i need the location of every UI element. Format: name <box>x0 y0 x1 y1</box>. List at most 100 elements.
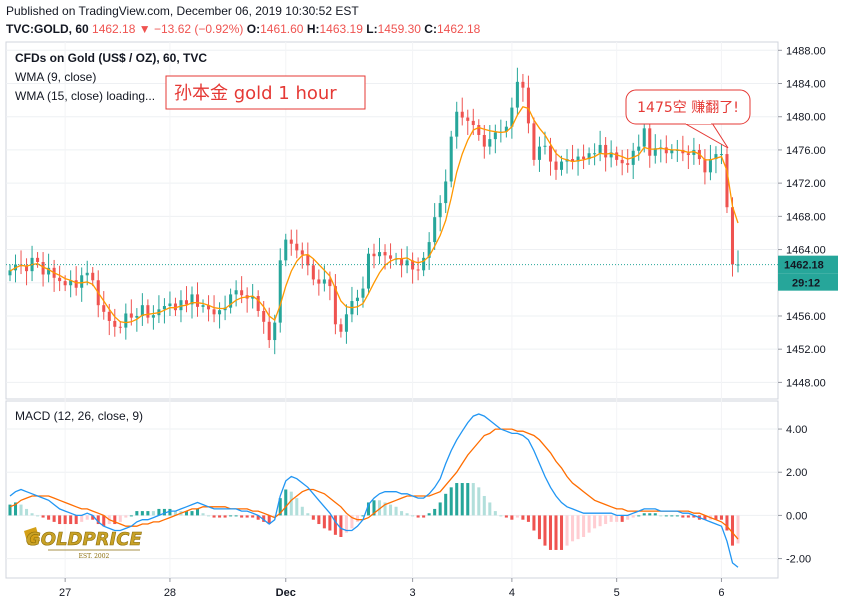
histogram-bar <box>223 515 227 518</box>
histogram-bar <box>427 513 431 516</box>
histogram-bar <box>135 511 139 516</box>
histogram-bar <box>460 483 464 516</box>
candle-body <box>240 290 244 296</box>
histogram-bar <box>157 508 161 516</box>
candle-body <box>405 260 409 266</box>
logo-text: GOLDPRICE <box>26 529 142 550</box>
histogram-bar <box>168 508 172 516</box>
histogram-bar <box>96 515 100 525</box>
histogram-bar <box>229 515 233 517</box>
histogram-bar <box>455 483 459 516</box>
histogram-bar <box>190 511 194 516</box>
candle-body <box>333 286 337 325</box>
histogram-bar <box>311 515 315 520</box>
histogram-bar <box>587 515 591 533</box>
price-tick-label: 1484.00 <box>786 79 826 91</box>
histogram-bar <box>659 515 663 517</box>
histogram-bar <box>8 504 12 516</box>
change-value: −13.62 (−0.92%) <box>154 22 244 36</box>
histogram-bar <box>438 502 442 516</box>
histogram-bar <box>162 508 166 516</box>
candle-body <box>162 306 166 310</box>
candle-body <box>433 217 437 243</box>
candle-body <box>411 260 415 270</box>
histogram-bar <box>85 515 89 520</box>
candle-body <box>719 154 723 156</box>
histogram-bar <box>477 487 481 516</box>
histogram-bar <box>405 513 409 516</box>
histogram-bar <box>129 515 133 517</box>
candle-body <box>74 280 78 288</box>
candle-body <box>515 81 519 108</box>
candle-body <box>118 326 122 328</box>
histogram-bar <box>69 515 73 525</box>
histogram-bar <box>576 515 580 540</box>
candle-body <box>604 144 608 158</box>
candle-body <box>714 154 718 160</box>
candle-body <box>207 305 211 310</box>
histogram-bar <box>47 515 51 520</box>
time-tick-label: 6 <box>718 587 724 599</box>
time-tick-label: 3 <box>410 587 416 599</box>
histogram-bar <box>615 515 619 522</box>
histogram-bar <box>725 515 729 531</box>
histogram-bar <box>598 515 602 527</box>
histogram-bar <box>471 483 475 516</box>
histogram-bar <box>537 515 541 540</box>
histogram-bar <box>730 515 735 546</box>
symbol-label[interactable]: TVC:GOLD, 60 <box>6 22 89 36</box>
histogram-bar <box>339 515 343 537</box>
candle-body <box>47 267 51 275</box>
candle-body <box>151 315 155 318</box>
histogram-bar <box>350 515 354 529</box>
candle-body <box>229 294 233 308</box>
candle-body <box>532 123 536 160</box>
candle-body <box>725 154 729 208</box>
open-value: 1461.60 <box>260 22 304 36</box>
candle-body <box>548 145 553 162</box>
countdown-tag <box>778 273 838 291</box>
histogram-bar <box>58 515 62 525</box>
candle-body <box>195 294 200 307</box>
histogram-bar <box>604 515 608 525</box>
candle-body <box>455 111 459 137</box>
histogram-bar <box>333 515 337 535</box>
candle-body <box>449 136 453 182</box>
candle-body <box>91 272 95 281</box>
candle-body <box>344 314 348 332</box>
histogram-bar <box>218 515 222 518</box>
histogram-bar <box>36 515 40 517</box>
histogram-bar <box>212 515 216 518</box>
candle-body <box>372 253 376 257</box>
candle-body <box>168 303 172 307</box>
candle-body <box>295 243 299 251</box>
series-title[interactable]: CFDs on Gold (US$ / OZ), 60, TVC <box>15 51 208 65</box>
candle-body <box>80 275 84 288</box>
candle-body <box>173 303 177 311</box>
candle-body <box>124 313 128 328</box>
legend-wma15[interactable]: WMA (15, close) loading... <box>15 89 156 103</box>
candle-body <box>708 159 712 173</box>
logo-subtext: EST. 2002 <box>79 553 110 560</box>
candle-body <box>642 128 646 147</box>
histogram-bar <box>19 504 23 516</box>
open-label: O: <box>246 22 261 36</box>
histogram-bar <box>278 498 282 516</box>
candle-body <box>300 250 304 255</box>
histogram-bar <box>372 500 376 516</box>
candle-body <box>58 277 62 282</box>
legend-macd[interactable]: MACD (12, 26, close, 9) <box>15 409 144 423</box>
published-line: Published on TradingView.com, December 0… <box>6 4 359 18</box>
histogram-bar <box>565 515 569 546</box>
candle-body <box>615 152 619 160</box>
candle-body <box>355 297 359 302</box>
time-tick-label: 5 <box>614 587 620 599</box>
candle-body <box>571 159 575 162</box>
macd-line <box>9 413 739 568</box>
legend-wma9[interactable]: WMA (9, close) <box>15 70 97 84</box>
candle-body <box>526 87 530 124</box>
candle-body <box>41 262 45 275</box>
histogram-bar <box>306 513 310 516</box>
histogram-bar <box>344 515 348 533</box>
